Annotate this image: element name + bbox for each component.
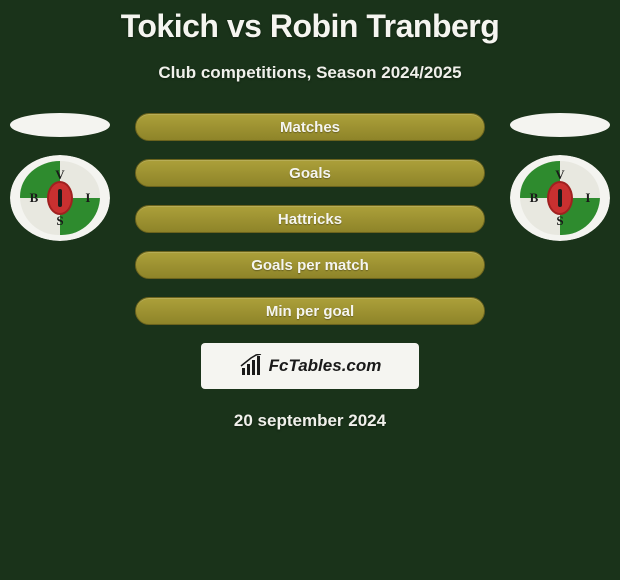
- stat-bar-label: Min per goal: [266, 303, 354, 320]
- stat-bars: Matches Goals Hattricks Goals per match …: [135, 113, 485, 325]
- stat-bar-goals: Goals: [135, 159, 485, 187]
- player-right-head-icon: [510, 113, 610, 137]
- stat-bar-label: Goals: [289, 165, 331, 182]
- header: Tokich vs Robin Tranberg Club competitio…: [0, 0, 620, 83]
- stat-bar-label: Matches: [280, 119, 340, 136]
- comparison-content: V B I S V B I S: [0, 113, 620, 431]
- stat-bar-matches: Matches: [135, 113, 485, 141]
- stat-bar-label: Goals per match: [251, 257, 369, 274]
- brand-text: FcTables.com: [269, 356, 382, 376]
- player-left: V B I S: [10, 113, 110, 241]
- player-left-head-icon: [10, 113, 110, 137]
- stat-bar-hattricks: Hattricks: [135, 205, 485, 233]
- stat-bar-label: Hattricks: [278, 211, 342, 228]
- bar-chart-icon: [239, 354, 263, 378]
- page-subtitle: Club competitions, Season 2024/2025: [0, 63, 620, 83]
- page-title: Tokich vs Robin Tranberg: [0, 8, 620, 45]
- stat-bar-goals-per-match: Goals per match: [135, 251, 485, 279]
- stat-bar-min-per-goal: Min per goal: [135, 297, 485, 325]
- player-right-crest-icon: V B I S: [510, 155, 610, 241]
- player-right: V B I S: [510, 113, 610, 241]
- brand-badge: FcTables.com: [201, 343, 419, 389]
- footer-date: 20 september 2024: [0, 411, 620, 431]
- player-left-crest-icon: V B I S: [10, 155, 110, 241]
